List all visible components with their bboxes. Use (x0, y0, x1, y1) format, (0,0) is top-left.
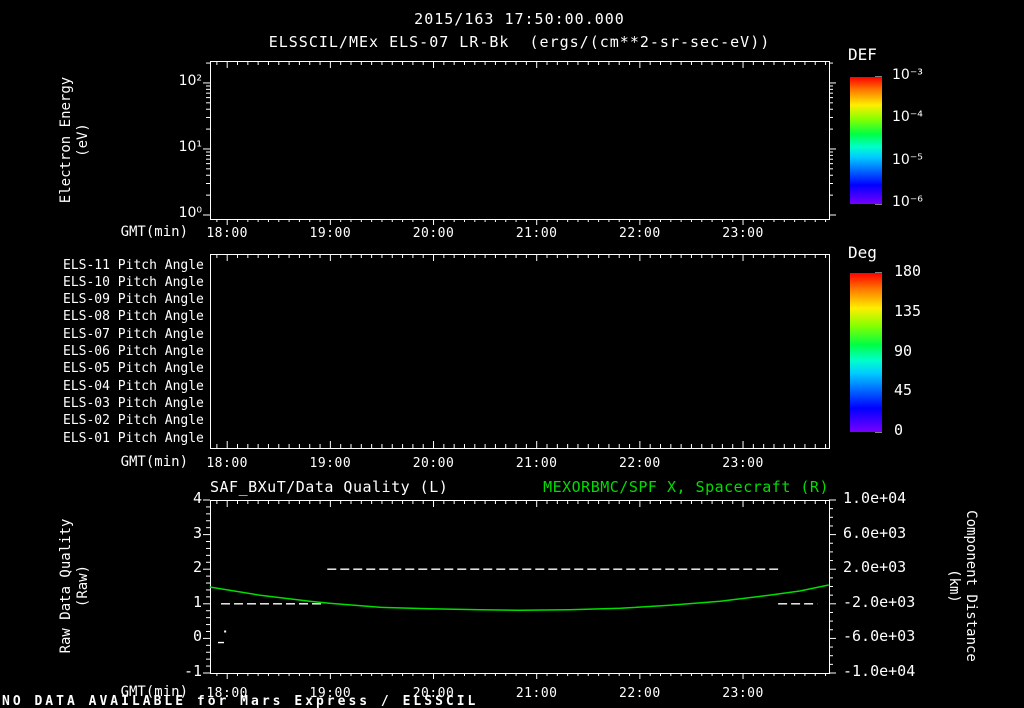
plot-timestamp: 2015/163 17:50:00.000 (414, 10, 625, 28)
x-tick-label-2200-row2: 22:00 (619, 686, 661, 701)
quality-y-tick-label: 0 (192, 627, 202, 646)
electron-energy-panel (210, 61, 829, 219)
pitch-row-label: ELS-08 Pitch Angle (63, 309, 204, 325)
deg-colorbar-tick-label: 0 (894, 421, 904, 439)
distance-y-tick-label: -1.0e+04 (843, 662, 916, 680)
quality-y-tick-label: 4 (192, 489, 202, 507)
deg-colorbar-tick-label: 180 (894, 262, 922, 280)
spacecraft-series-title: MEXORBMC/SPF X, Spacecraft (R) (543, 478, 829, 496)
quality-y-tick-label: 1 (192, 592, 202, 611)
x-tick-label-2300-row0: 23:00 (722, 226, 764, 241)
x-tick-label-2000-row1: 20:00 (412, 456, 455, 471)
x-tick-label-1900-row0: 19:00 (309, 226, 352, 241)
x-tick-label-2200-row0: 22:00 (619, 226, 661, 241)
def-colorbar-tick-label: 10⁻³ (892, 67, 923, 83)
gmt-axis-label-middle: GMT(min) (120, 454, 188, 470)
pitch-row-label: ELS-09 Pitch Angle (63, 292, 204, 308)
x-tick-label-2000-row0: 20:00 (412, 226, 455, 241)
distance-y-tick-label: 2.0e+03 (843, 558, 907, 577)
x-tick-label-2100-row2: 21:00 (515, 686, 558, 701)
x-tick-label-2300-row1: 23:00 (722, 456, 764, 471)
pitch-row-label: ELS-03 Pitch Angle (63, 395, 204, 411)
x-tick-label-2100-row1: 21:00 (515, 456, 558, 471)
x-tick-label-2100-row0: 21:00 (515, 226, 558, 241)
distance-y-tick-label: 1.0e+04 (843, 489, 907, 507)
x-tick-label-2200-row1: 22:00 (619, 456, 661, 471)
def-colorbar-title: DEF (848, 45, 877, 64)
no-data-status-text: NO DATA AVAILABLE for Mars Express / ELS… (2, 694, 479, 708)
gmt-axis-label-bottom: GMT(min) (120, 684, 188, 700)
x-tick-label-2300-row2: 23:00 (722, 686, 764, 701)
distance-y-tick-label: 6.0e+03 (843, 523, 907, 542)
def-colorbar-tick-label: 10⁻⁴ (892, 109, 923, 126)
pitch-row-label: ELS-04 Pitch Angle (63, 378, 204, 394)
energy-y-tick-label: 10² (178, 72, 202, 89)
pitch-row-label: ELS-02 Pitch Angle (63, 413, 204, 429)
plot-title: ELSSCIL/MEx ELS-07 LR-Bk (ergs/(cm**2-sr… (268, 33, 771, 51)
def-colorbar-tick-label: 10⁻⁵ (892, 151, 923, 168)
gmt-axis-label-top: GMT(min) (120, 224, 188, 240)
x-tick-label-1900-row2: 19:00 (309, 686, 352, 701)
x-tick-label-1900-row1: 19:00 (309, 456, 352, 471)
def-colorbar-gradient (850, 77, 882, 204)
quality-series-title: SAF_BXuT/Data Quality (L) (210, 478, 449, 496)
energy-y-tick-label: 10⁰ (178, 205, 202, 221)
pitch-row-label: ELS-07 Pitch Angle (63, 326, 204, 342)
x-tick-label-1800-row1: 18:00 (206, 456, 248, 471)
x-tick-label-1800-row0: 18:00 (206, 226, 248, 241)
x-tick-label-2000-row2: 20:00 (412, 686, 455, 701)
quality-y-tick-label: 2 (192, 558, 202, 577)
def-colorbar-tick-label: 10⁻⁶ (892, 194, 923, 210)
distance-y-tick-label: -6.0e+03 (843, 627, 916, 646)
deg-colorbar-tick-label: 135 (894, 301, 922, 320)
energy-y-tick-label: 10¹ (178, 138, 202, 155)
pitch-row-label: ELS-01 Pitch Angle (63, 430, 204, 446)
x-tick-label-1800-row2: 18:00 (206, 686, 248, 701)
pitch-row-label: ELS-05 Pitch Angle (63, 361, 204, 377)
deg-colorbar-gradient (850, 273, 882, 432)
pitch-row-label: ELS-10 Pitch Angle (63, 274, 204, 290)
distance-y-tick-label: -2.0e+03 (843, 592, 916, 611)
quality-distance-panel (210, 500, 829, 673)
pitch-angle-panel (210, 254, 829, 448)
deg-colorbar-title: Deg (848, 243, 877, 262)
deg-colorbar-tick-label: 90 (894, 341, 913, 360)
quality-y-tick-label: -1 (183, 662, 202, 680)
pitch-row-label: ELS-11 Pitch Angle (63, 257, 204, 273)
quality-y-tick-label: 3 (192, 523, 202, 542)
pitch-row-label: ELS-06 Pitch Angle (63, 344, 204, 359)
deg-colorbar-tick-label: 45 (894, 381, 913, 400)
